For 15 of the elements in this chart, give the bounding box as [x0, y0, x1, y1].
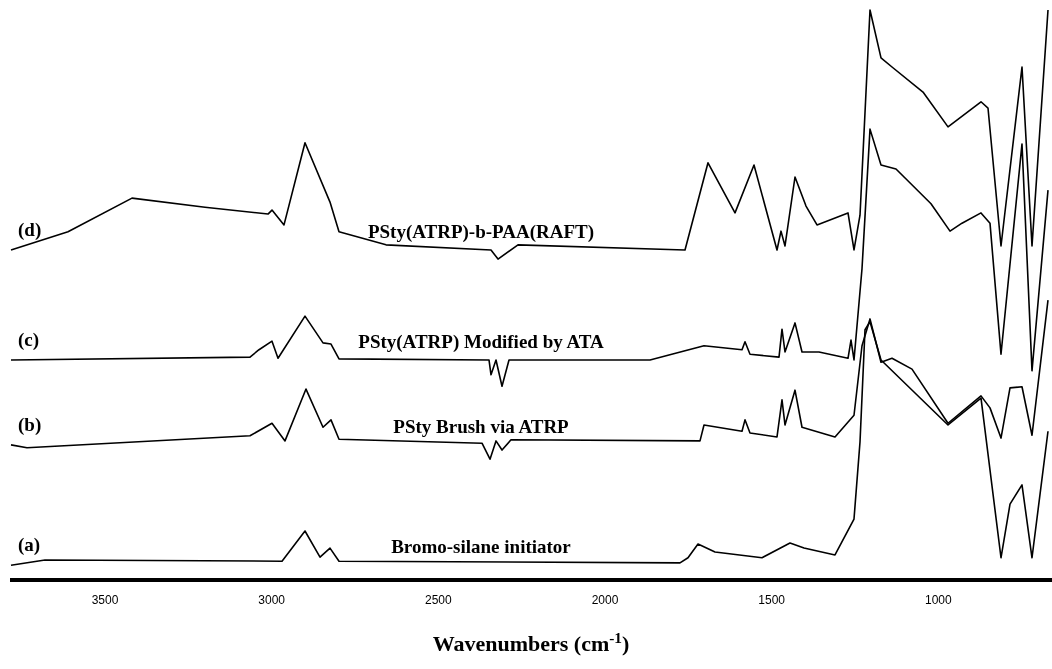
- series-label: PSty(ATRP)-b-PAA(RAFT): [367, 220, 595, 243]
- series-label: PSty(ATRP) Modified by ATA: [358, 330, 604, 353]
- annotation: (b): [18, 413, 42, 436]
- annotation: (a): [18, 534, 41, 557]
- x-tick-label: 1500: [758, 593, 786, 607]
- x-tick-label: 3500: [91, 593, 119, 607]
- annotation: (d): [18, 218, 42, 241]
- x-tick-label: 2500: [424, 593, 452, 607]
- series-label: Bromo-silane initiator: [391, 536, 572, 558]
- x-tick-label: 3000: [258, 593, 286, 607]
- series-label: PSty Brush via ATRP: [393, 415, 570, 437]
- x-axis-title: Wavenumbers (cm$^{-1}$): [432, 628, 630, 656]
- annotation: (c): [18, 328, 40, 351]
- x-tick-label: 1000: [924, 593, 952, 607]
- x-tick-label: 2000: [591, 593, 619, 607]
